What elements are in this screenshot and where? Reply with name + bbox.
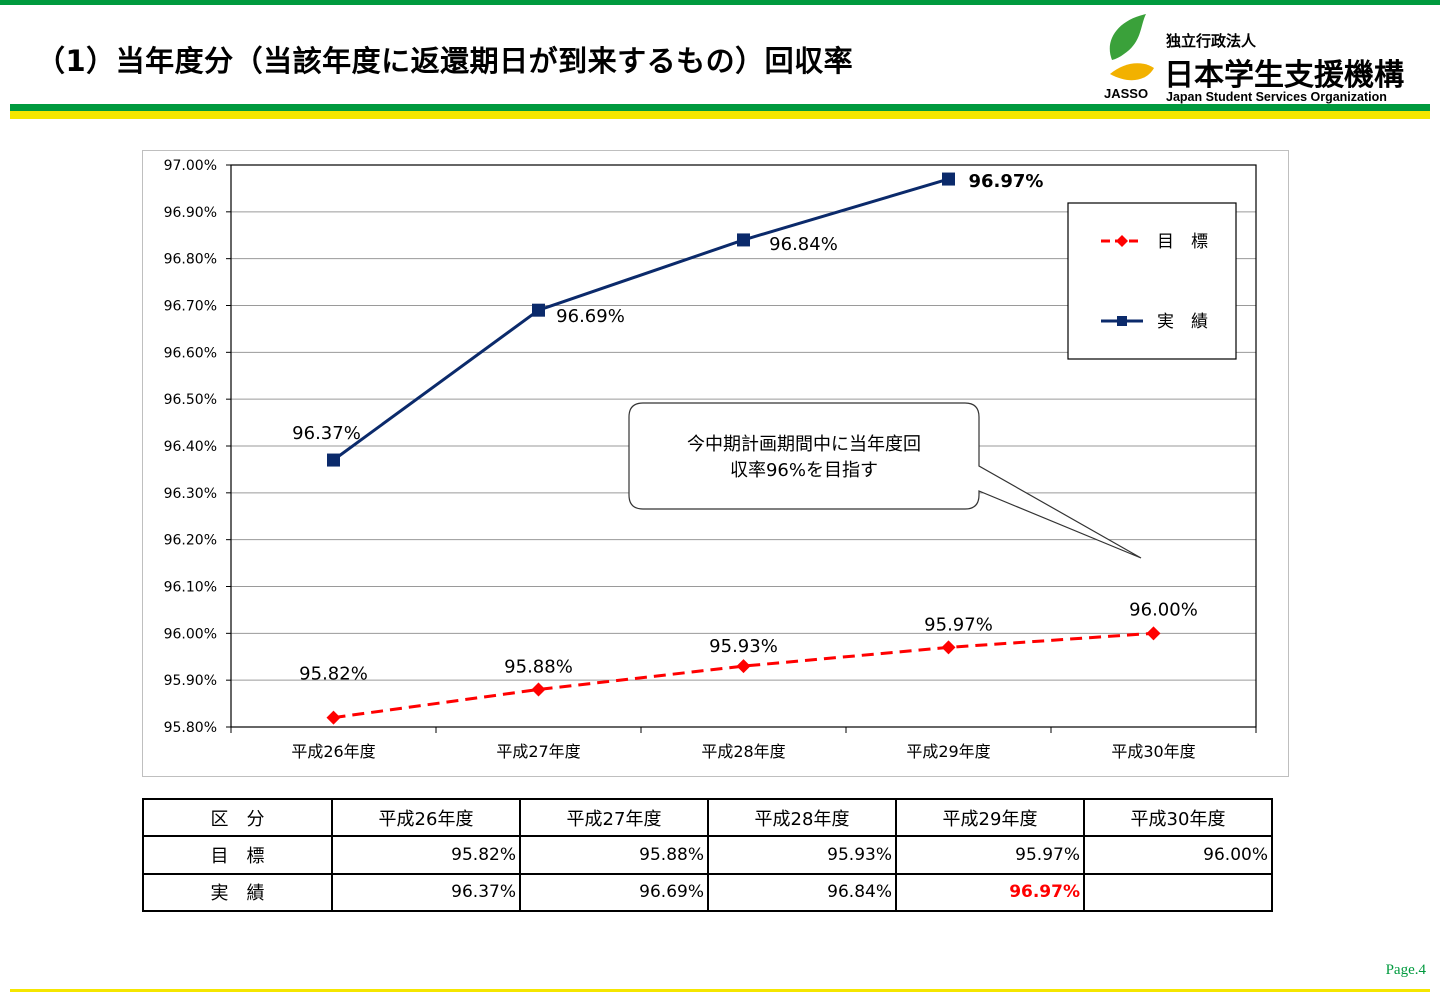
data-label: 95.97% xyxy=(924,614,993,635)
logo-english-name: Japan Student Services Organization xyxy=(1166,90,1387,104)
jasso-leaf-logo-icon xyxy=(1109,14,1154,81)
plot-area-border xyxy=(230,164,1257,728)
table-header-cell: 区 分 xyxy=(142,797,333,838)
table-cell: 95.88% xyxy=(519,835,709,875)
y-tick-label: 96.30% xyxy=(164,486,217,502)
data-label: 95.88% xyxy=(504,657,573,678)
x-tick-label: 平成26年度 xyxy=(291,742,375,761)
data-label: 96.97% xyxy=(969,171,1044,192)
table-header-cell: 平成27年度 xyxy=(519,797,709,838)
top-accent-bar xyxy=(0,0,1440,5)
table-row-actual: 実 績 96.37% 96.69% 96.84% 96.97% xyxy=(142,872,1273,913)
table-cell: 96.84% xyxy=(707,872,897,913)
data-label: 96.84% xyxy=(769,234,838,255)
table-cell-highlight: 96.97% xyxy=(895,872,1085,913)
jasso-logo: JASSO 独立行政法人 日本学生支援機構 Japan Student Serv… xyxy=(1100,10,1430,105)
table-header-cell: 平成28年度 xyxy=(707,797,897,838)
y-tick-label: 95.80% xyxy=(164,720,217,736)
table-cell: 95.97% xyxy=(895,835,1085,875)
table-cell: 96.00% xyxy=(1083,835,1273,875)
logo-subtitle: 独立行政法人 xyxy=(1166,32,1257,50)
table-header-cell: 平成30年度 xyxy=(1083,797,1273,838)
bottom-accent-bar xyxy=(10,989,1430,992)
y-tick-label: 96.20% xyxy=(164,533,217,549)
data-point-target xyxy=(1146,626,1161,641)
table-header-cell: 平成29年度 xyxy=(895,797,1085,838)
table-row-label: 目 標 xyxy=(142,835,333,875)
y-tick-label: 97.00% xyxy=(164,158,217,174)
y-tick-label: 96.50% xyxy=(164,392,217,408)
y-tick-label: 96.80% xyxy=(164,252,217,268)
annotation-callout xyxy=(628,402,1142,559)
table-header-row: 区 分 平成26年度 平成27年度 平成28年度 平成29年度 平成30年度 xyxy=(142,797,1273,838)
annotation-text-line-2: 収率96%を目指す xyxy=(730,460,878,481)
data-point-actual xyxy=(737,233,750,247)
data-point-target xyxy=(736,659,751,674)
y-tick-label: 96.40% xyxy=(164,439,217,455)
data-label: 96.37% xyxy=(292,423,361,444)
y-tick-label: 96.70% xyxy=(164,299,217,315)
y-tick-label: 96.10% xyxy=(164,580,217,596)
data-point-target xyxy=(531,682,546,697)
table-row-label: 実 績 xyxy=(142,872,333,913)
table-cell: 95.82% xyxy=(331,835,521,875)
table-cell: 96.37% xyxy=(331,872,521,913)
data-label: 96.00% xyxy=(1129,599,1198,620)
annotation-text-line-1: 今中期計画期間中に当年度回 xyxy=(687,434,921,455)
line-chart: 95.80% 95.90% 96.00% 96.10% 96.20% 96.30% 96.4… xyxy=(164,158,1257,761)
x-tick-label: 平成30年度 xyxy=(1111,742,1195,761)
legend-marker-actual xyxy=(1117,316,1127,326)
y-tick-label: 96.00% xyxy=(164,626,217,642)
data-label: 95.82% xyxy=(299,664,368,685)
series-line-target xyxy=(333,631,1154,720)
header-divider-green xyxy=(10,104,1430,111)
header-divider-yellow xyxy=(10,111,1430,119)
table-cell: 96.69% xyxy=(519,872,709,913)
table-row-target: 目 標 95.82% 95.88% 95.93% 95.97% 96.00% xyxy=(142,835,1273,875)
table-cell xyxy=(1083,872,1273,913)
table-cell: 95.93% xyxy=(707,835,897,875)
data-table: 区 分 平成26年度 平成27年度 平成28年度 平成29年度 平成30年度 目… xyxy=(142,797,1273,913)
legend-marker-target xyxy=(1116,235,1128,247)
page-number: Page.4 xyxy=(1385,962,1426,978)
data-label: 96.69% xyxy=(556,306,625,327)
chart-frame: 95.80% 95.90% 96.00% 96.10% 96.20% 96.30% 96.4… xyxy=(142,150,1289,777)
data-point-actual xyxy=(942,172,955,186)
y-tick-label: 96.90% xyxy=(164,205,217,221)
legend-label-actual: 実 績 xyxy=(1157,312,1208,332)
legend-label-target: 目 標 xyxy=(1157,232,1208,252)
y-tick-label: 95.90% xyxy=(164,673,217,689)
data-point-actual xyxy=(327,453,340,467)
y-tick-label: 96.60% xyxy=(164,345,217,361)
x-tick-label: 平成27年度 xyxy=(496,742,580,761)
x-tick-label: 平成28年度 xyxy=(701,742,785,761)
legend-box xyxy=(1067,202,1237,360)
logo-abbreviation: JASSO xyxy=(1104,86,1149,101)
data-point-target xyxy=(326,710,341,725)
x-tick-label: 平成29年度 xyxy=(906,742,990,761)
table-header-cell: 平成26年度 xyxy=(331,797,521,838)
page-title: （1）当年度分（当該年度に返還期日が到来するもの）回収率 xyxy=(36,44,854,78)
data-point-actual xyxy=(532,303,545,317)
series-line-actual xyxy=(332,177,949,462)
data-label: 95.93% xyxy=(709,636,778,657)
data-point-target xyxy=(941,640,956,655)
logo-organization-name: 日本学生支援機構 xyxy=(1164,58,1404,93)
